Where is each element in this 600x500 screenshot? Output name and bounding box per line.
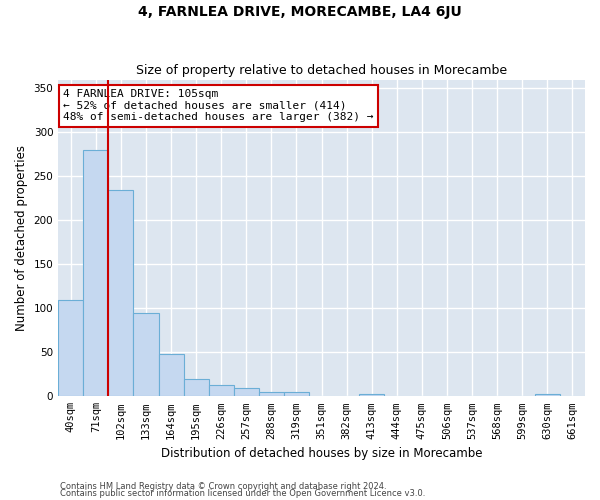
Bar <box>259 392 284 396</box>
Text: Contains HM Land Registry data © Crown copyright and database right 2024.: Contains HM Land Registry data © Crown c… <box>60 482 386 491</box>
Text: 4, FARNLEA DRIVE, MORECAMBE, LA4 6JU: 4, FARNLEA DRIVE, MORECAMBE, LA4 6JU <box>138 5 462 19</box>
Bar <box>184 378 209 396</box>
Bar <box>133 312 158 396</box>
Bar <box>234 388 259 396</box>
X-axis label: Distribution of detached houses by size in Morecambe: Distribution of detached houses by size … <box>161 447 482 460</box>
Bar <box>209 385 234 396</box>
Bar <box>284 392 309 396</box>
Bar <box>535 394 560 396</box>
Text: Contains public sector information licensed under the Open Government Licence v3: Contains public sector information licen… <box>60 490 425 498</box>
Bar <box>109 190 133 396</box>
Y-axis label: Number of detached properties: Number of detached properties <box>15 145 28 331</box>
Bar <box>58 300 83 396</box>
Bar <box>359 394 385 396</box>
Bar <box>83 150 109 396</box>
Text: 4 FARNLEA DRIVE: 105sqm
← 52% of detached houses are smaller (414)
48% of semi-d: 4 FARNLEA DRIVE: 105sqm ← 52% of detache… <box>64 89 374 122</box>
Bar <box>158 354 184 397</box>
Title: Size of property relative to detached houses in Morecambe: Size of property relative to detached ho… <box>136 64 507 77</box>
